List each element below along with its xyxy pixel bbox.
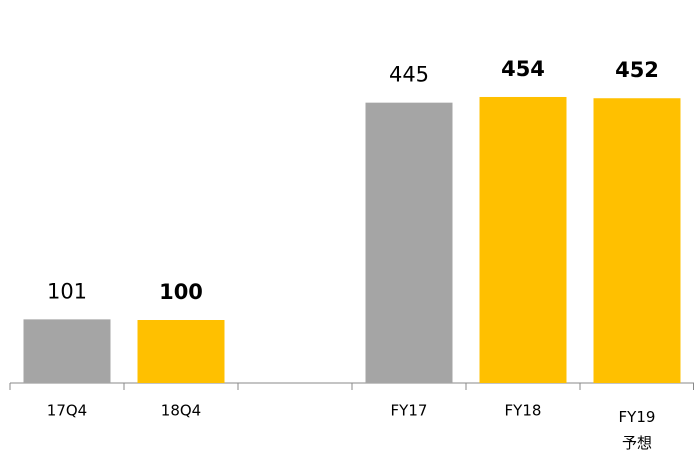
- bar: [593, 98, 681, 384]
- value-label: 100: [159, 280, 203, 304]
- x-tick-label: FY17: [391, 402, 428, 420]
- bar: [137, 320, 225, 383]
- bar: [365, 102, 453, 384]
- x-tick-label: FY19 予想: [619, 408, 656, 452]
- value-label: 445: [389, 63, 429, 87]
- value-label: 454: [501, 57, 545, 81]
- value-label: 101: [47, 279, 87, 303]
- bar: [23, 319, 111, 383]
- x-tick-label: 18Q4: [161, 402, 201, 420]
- x-tick-label: 17Q4: [47, 402, 87, 420]
- bar: [479, 96, 567, 383]
- x-tick-label: FY18: [505, 402, 542, 420]
- value-label: 452: [615, 58, 659, 82]
